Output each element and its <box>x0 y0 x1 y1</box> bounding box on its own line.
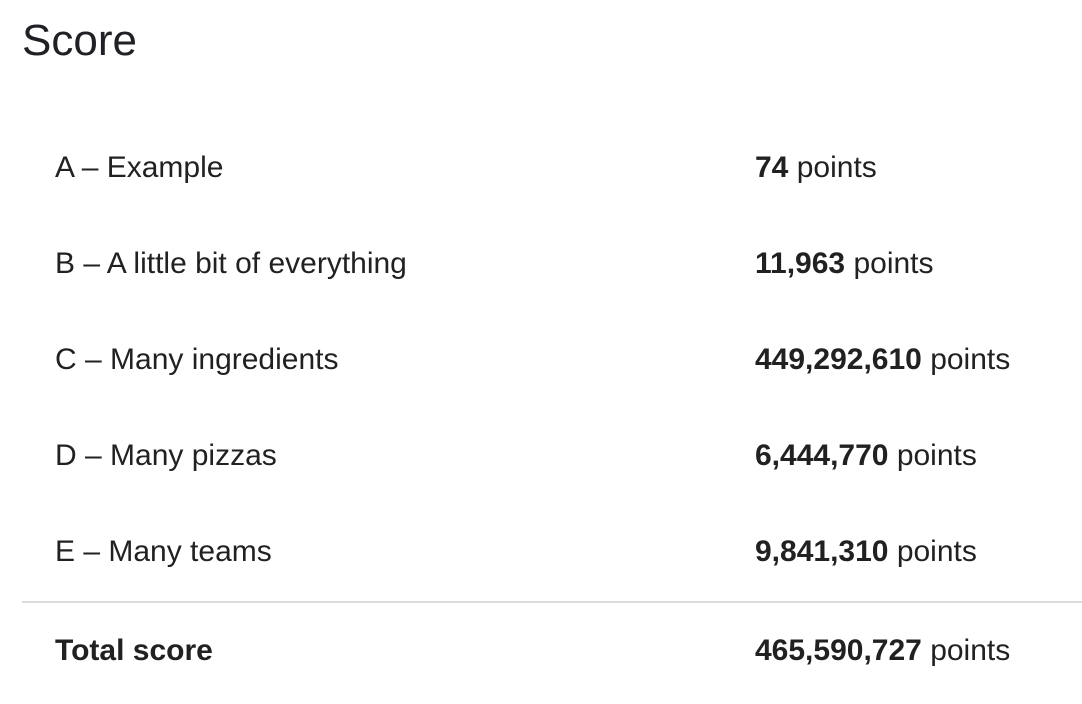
score-unit: points <box>853 247 934 280</box>
total-score-value: 465,590,727 points <box>755 633 1010 669</box>
score-row-b: B – A little bit of everything 11,963 po… <box>22 216 1082 312</box>
score-row-label: C – Many ingredients <box>55 343 339 376</box>
score-unit: points <box>896 535 977 568</box>
total-score-label: Total score <box>55 634 213 667</box>
page-title: Score <box>22 16 137 65</box>
score-row-a: A – Example 74 points <box>22 120 1082 216</box>
total-divider <box>22 601 1082 603</box>
score-unit: points <box>796 151 877 184</box>
score-row-label: D – Many pizzas <box>55 439 277 472</box>
score-row-value: 11,963 points <box>755 246 934 282</box>
score-number: 74 <box>755 151 789 184</box>
score-row-e: E – Many teams 9,841,310 points <box>22 504 1082 600</box>
score-table: A – Example 74 points B – A little bit o… <box>22 120 1082 699</box>
score-row-label: E – Many teams <box>55 535 272 568</box>
score-number: 6,444,770 <box>755 439 889 472</box>
score-row-value: 74 points <box>755 150 877 186</box>
score-row-value: 9,841,310 points <box>755 534 977 570</box>
score-row-value: 6,444,770 points <box>755 438 977 474</box>
score-row-label: A – Example <box>55 151 224 184</box>
score-row-label: B – A little bit of everything <box>55 247 407 280</box>
score-unit: points <box>896 439 977 472</box>
score-row-value: 449,292,610 points <box>755 342 1010 378</box>
score-number: 9,841,310 <box>755 535 889 568</box>
total-score-unit: points <box>930 634 1011 667</box>
score-number: 449,292,610 <box>755 343 922 376</box>
score-row-c: C – Many ingredients 449,292,610 points <box>22 312 1082 408</box>
score-row-d: D – Many pizzas 6,444,770 points <box>22 408 1082 504</box>
total-score-row: Total score 465,590,727 points <box>22 603 1082 699</box>
total-score-number: 465,590,727 <box>755 634 922 667</box>
score-unit: points <box>930 343 1011 376</box>
score-number: 11,963 <box>755 247 846 280</box>
